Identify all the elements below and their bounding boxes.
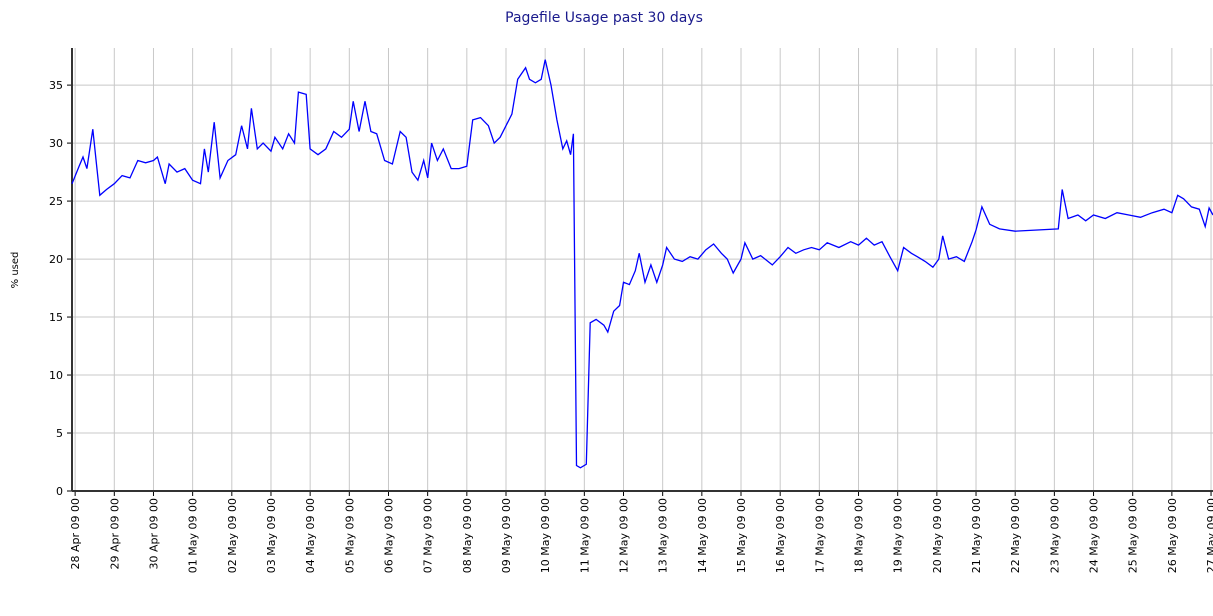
x-tick-label: 09 May 09 00 [500, 498, 513, 573]
x-tick-label: 28 Apr 09 00 [69, 498, 82, 570]
x-tick-label: 20 May 09 00 [931, 498, 944, 573]
x-tick-label: 15 May 09 00 [735, 498, 748, 573]
y-tick-label: 25 [49, 195, 63, 208]
x-tick-label: 10 May 09 00 [539, 498, 552, 573]
x-tick-label: 06 May 09 00 [382, 498, 395, 573]
x-tick-label: 17 May 09 00 [813, 498, 826, 573]
chart-title: Pagefile Usage past 30 days [505, 10, 703, 26]
y-tick-label: 5 [56, 427, 63, 440]
x-tick-label: 11 May 09 00 [578, 498, 591, 573]
x-tick-label: 23 May 09 00 [1048, 498, 1061, 573]
x-tick-label: 18 May 09 00 [853, 498, 866, 573]
line-series [71, 59, 1213, 469]
x-tick-label: 16 May 09 00 [774, 498, 787, 573]
y-axis-label: % used [10, 252, 21, 289]
y-tick-label: 15 [49, 311, 63, 324]
x-tick-label: 29 Apr 09 00 [108, 498, 121, 570]
x-tick-label: 08 May 09 00 [461, 498, 474, 573]
x-tick-label: 24 May 09 00 [1088, 498, 1101, 573]
y-tick-label: 30 [49, 137, 63, 150]
x-tick-label: 13 May 09 00 [657, 498, 670, 573]
y-tick-label: 0 [56, 485, 63, 498]
x-tick-label: 01 May 09 00 [187, 498, 200, 573]
x-tick-label: 19 May 09 00 [892, 498, 905, 573]
x-tick-label: 14 May 09 00 [696, 498, 709, 573]
y-tick-label: 35 [49, 79, 63, 92]
x-tick-label: 02 May 09 00 [226, 498, 239, 573]
x-tick-label: 27 May 09 00 [1205, 498, 1213, 573]
x-tick-label: 04 May 09 00 [304, 498, 317, 573]
x-tick-label: 05 May 09 00 [343, 498, 356, 573]
x-tick-label: 12 May 09 00 [618, 498, 631, 573]
x-tick-label: 30 Apr 09 00 [147, 498, 160, 570]
x-tick-label: 25 May 09 00 [1127, 498, 1140, 573]
x-tick-label: 26 May 09 00 [1166, 498, 1179, 573]
y-tick-label: 20 [49, 253, 63, 266]
y-tick-label: 10 [49, 369, 63, 382]
x-tick-label: 03 May 09 00 [265, 498, 278, 573]
x-tick-label: 07 May 09 00 [422, 498, 435, 573]
x-tick-label: 21 May 09 00 [970, 498, 983, 573]
x-tick-label: 22 May 09 00 [1009, 498, 1022, 573]
